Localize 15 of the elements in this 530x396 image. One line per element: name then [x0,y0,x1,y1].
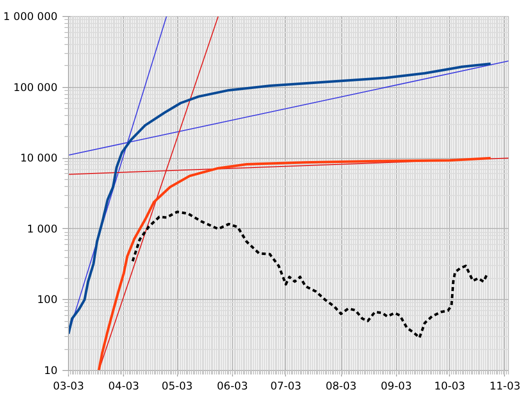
y-tick-label: 100 000 [13,80,58,94]
y-tick-label: 10 [44,364,58,377]
y-tick-label: 1 000 [26,222,58,236]
x-tick-label: 07-03 [270,380,302,392]
y-tick-label: 10 000 [20,152,58,165]
x-tick-label: 05-03 [162,380,193,392]
x-tick-label: 10-03 [434,380,466,392]
y-tick-label: 100 [37,293,58,306]
y-tick-label: 1 000 000 [3,10,58,23]
x-tick-label: 03-03 [53,380,84,392]
x-tick-label: 06-03 [216,380,248,392]
x-tick-label: 09-03 [380,380,412,392]
x-tick-label: 11-03 [489,380,520,392]
x-tick-label: 08-03 [326,380,357,392]
x-tick-label: 04-03 [108,380,140,392]
